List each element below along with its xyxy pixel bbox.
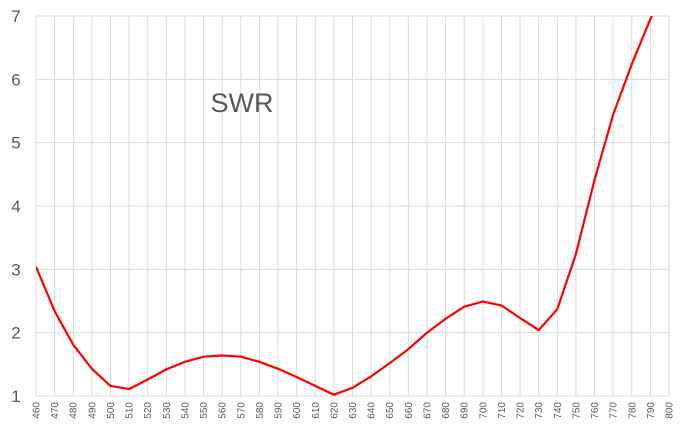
x-tick-label: 550: [199, 402, 210, 419]
x-tick-label: 560: [218, 402, 229, 419]
x-tick-label: 680: [441, 402, 452, 419]
x-tick-label: 730: [534, 402, 545, 419]
x-tick-label: 780: [627, 402, 638, 419]
x-tick-label: 700: [478, 402, 489, 419]
y-tick-label: 7: [11, 7, 20, 26]
y-tick-label: 5: [11, 134, 20, 153]
x-tick-label: 500: [106, 402, 117, 419]
x-tick-label: 720: [516, 402, 527, 419]
y-tick-label: 4: [11, 197, 20, 216]
x-tick-label: 470: [50, 402, 61, 419]
x-tick-label: 650: [385, 402, 396, 419]
x-tick-label: 520: [143, 402, 154, 419]
y-tick-label: 3: [11, 260, 20, 279]
x-tick-label: 690: [460, 402, 471, 419]
chart-title: SWR: [211, 88, 274, 118]
x-tick-label: 630: [348, 402, 359, 419]
x-tick-label: 580: [255, 402, 266, 419]
x-tick-label: 600: [292, 402, 303, 419]
x-tick-label: 510: [125, 402, 136, 419]
x-tick-label: 740: [553, 402, 564, 419]
y-tick-label: 2: [11, 324, 20, 343]
x-tick-label: 530: [162, 402, 173, 419]
x-axis-ticks: 460 470 480 490 500 510 520 530 540 550 560 570 580 5…: [32, 402, 676, 419]
x-tick-label: 460: [32, 402, 43, 419]
x-tick-label: 620: [329, 402, 340, 419]
x-tick-label: 610: [311, 402, 322, 419]
x-tick-label: 790: [646, 402, 657, 419]
x-tick-label: 590: [274, 402, 285, 419]
gridlines: [35, 15, 670, 397]
x-tick-label: 540: [180, 402, 191, 419]
y-tick-label: 1: [11, 387, 20, 406]
x-tick-label: 750: [571, 402, 582, 419]
x-tick-label: 800: [665, 402, 676, 419]
swr-series-line: [36, 16, 654, 396]
x-tick-label: 670: [422, 402, 433, 419]
y-tick-label: 6: [11, 70, 20, 89]
x-tick-label: 710: [497, 402, 508, 419]
x-tick-label: 640: [367, 402, 378, 419]
x-tick-label: 770: [609, 402, 620, 419]
x-tick-label: 660: [404, 402, 415, 419]
x-tick-label: 760: [590, 402, 601, 419]
x-tick-label: 490: [87, 402, 98, 419]
x-tick-label: 480: [69, 402, 80, 419]
y-axis-ticks: 1 2 3 4 5 6 7: [11, 7, 20, 406]
x-tick-label: 570: [236, 402, 247, 419]
